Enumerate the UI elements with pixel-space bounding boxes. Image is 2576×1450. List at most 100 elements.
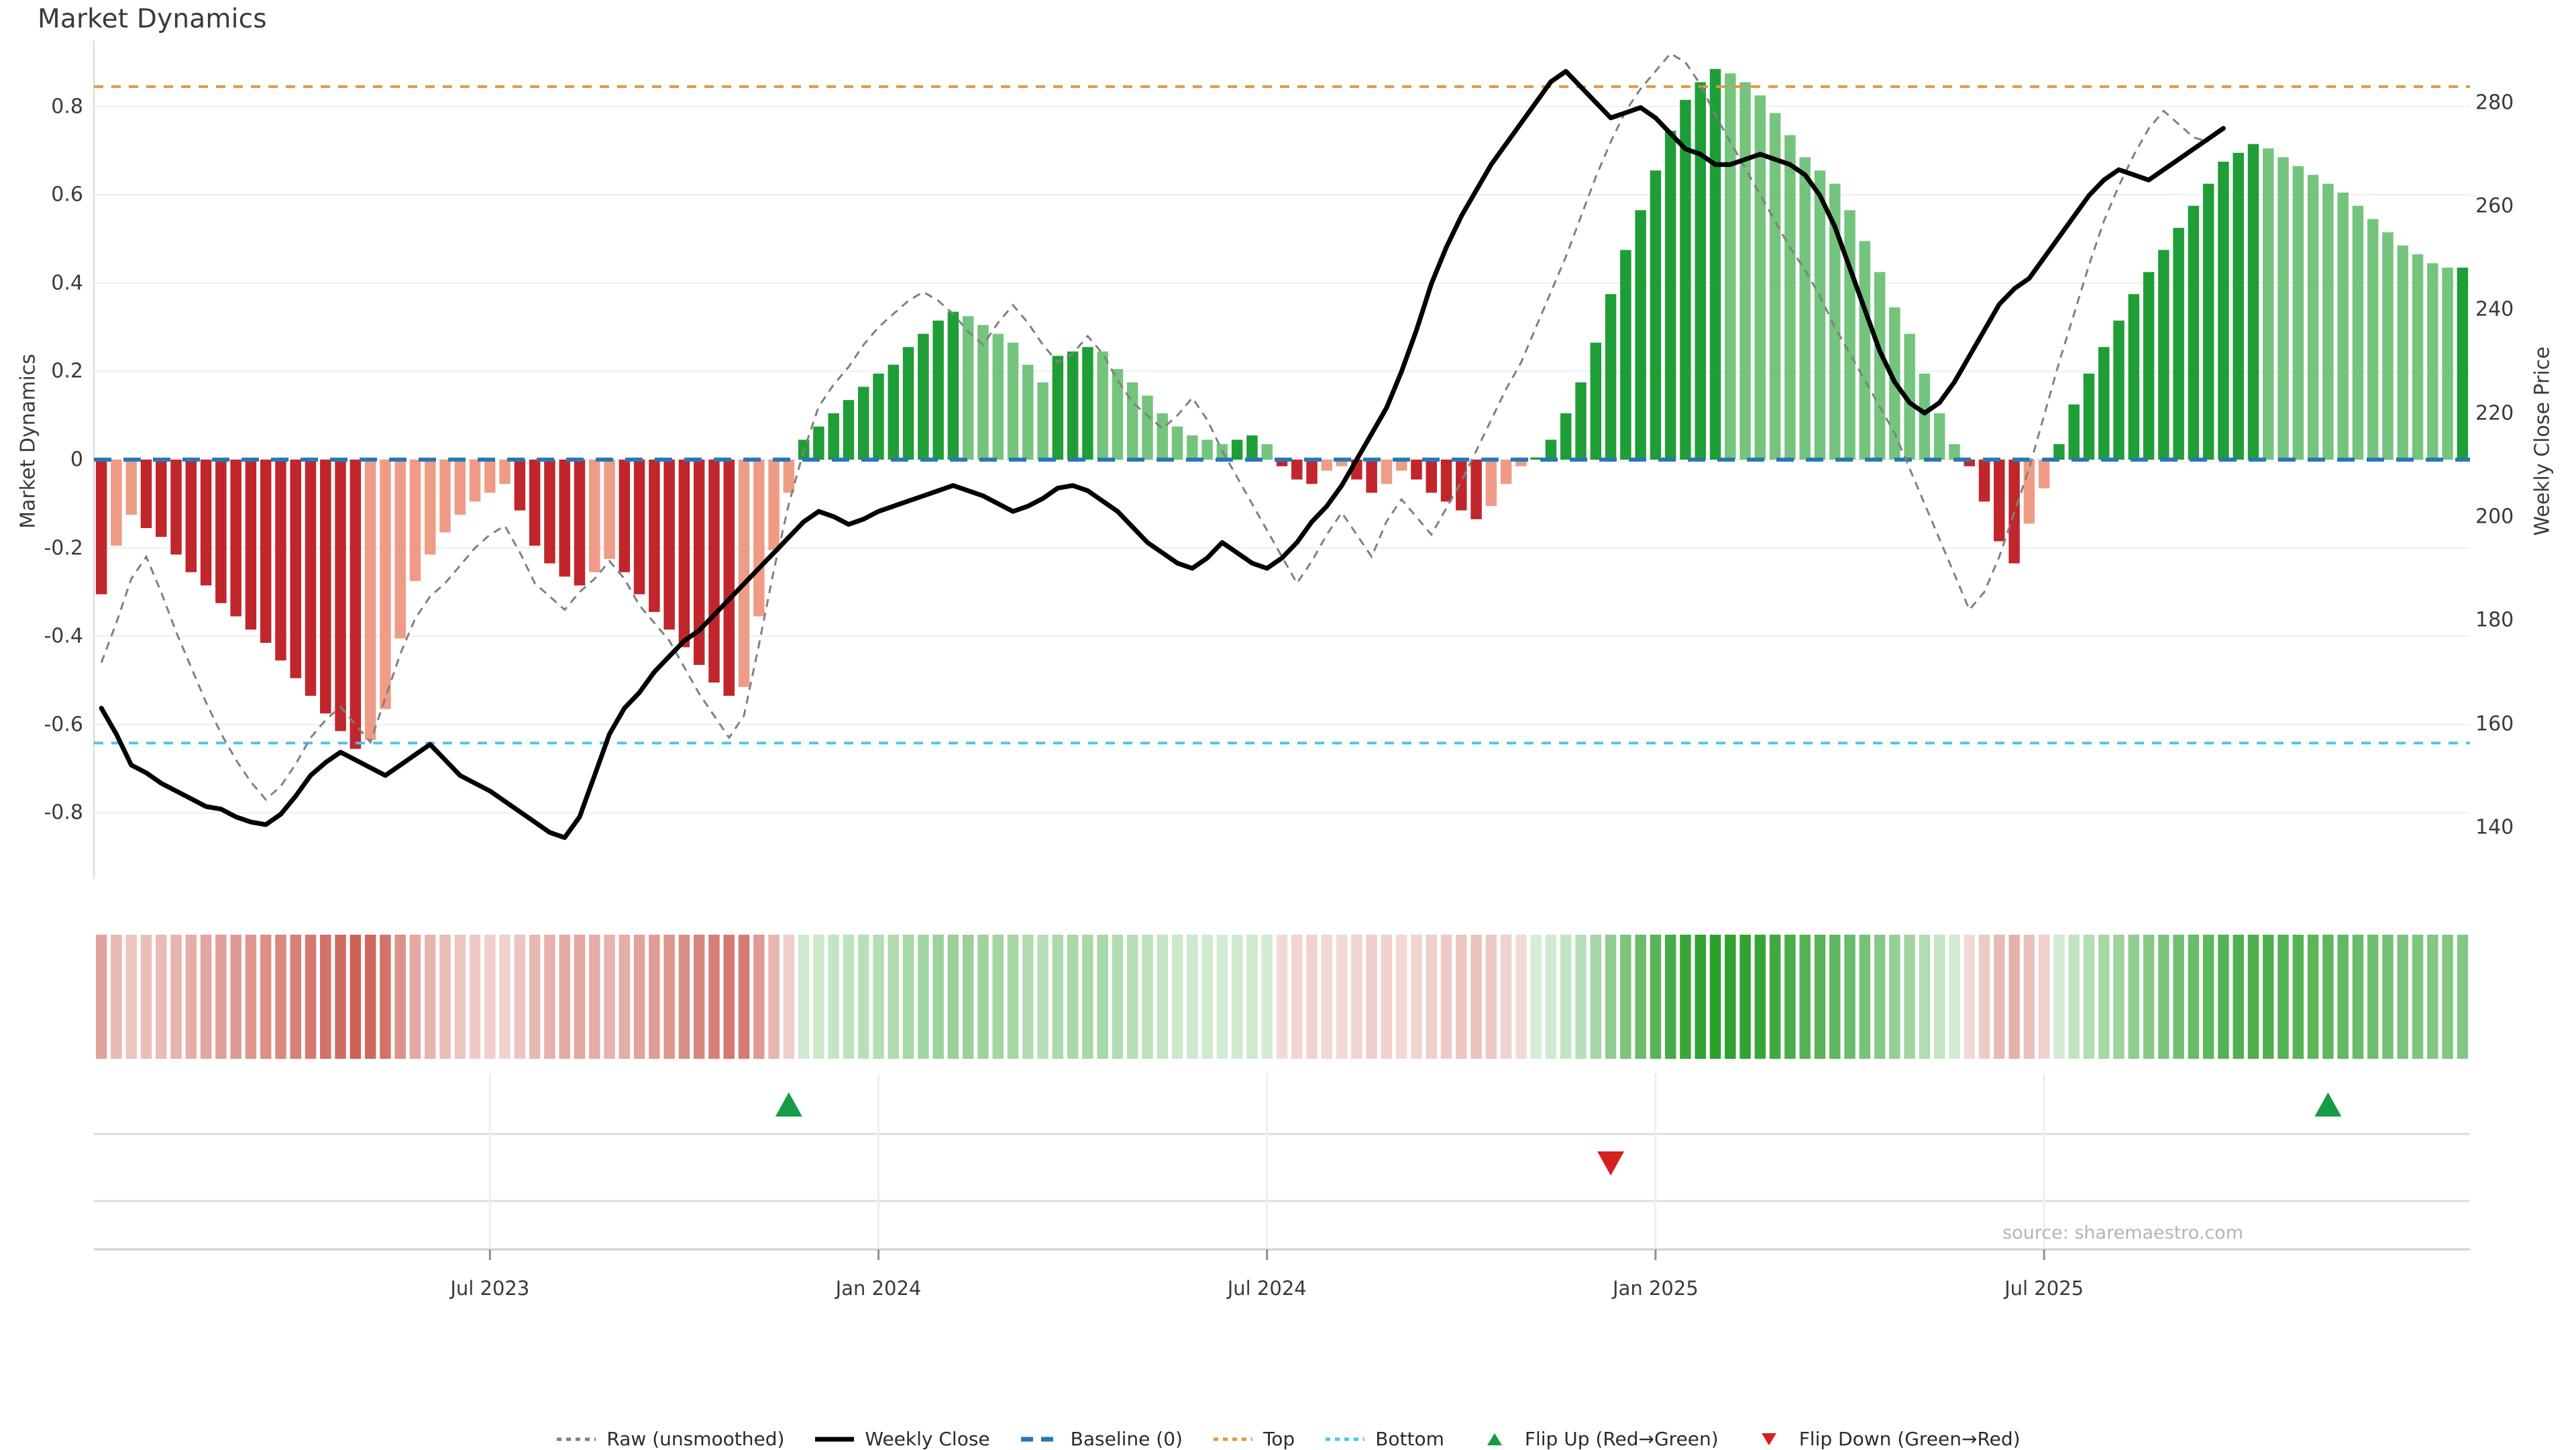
legend-flip-down[interactable]: Flip Down (Green→Red) bbox=[1748, 1428, 2021, 1450]
market-dynamics-bar bbox=[1037, 382, 1049, 460]
market-dynamics-bar bbox=[1395, 460, 1407, 471]
heatmap-cell bbox=[2457, 935, 2469, 1059]
market-dynamics-bar bbox=[1859, 241, 1871, 460]
heatmap-cell bbox=[1680, 935, 1691, 1059]
heatmap-cell bbox=[1082, 935, 1093, 1059]
market-dynamics-bar bbox=[544, 460, 555, 564]
legend-baseline[interactable]: Baseline (0) bbox=[1020, 1428, 1183, 1450]
market-dynamics-bar bbox=[350, 460, 362, 749]
heatmap-cell bbox=[1725, 935, 1736, 1059]
heatmap-cell bbox=[1739, 935, 1751, 1059]
heatmap-cell bbox=[1157, 935, 1169, 1059]
market-dynamics-bar bbox=[1366, 460, 1377, 493]
right-axis-tick-label: 160 bbox=[2475, 712, 2514, 736]
market-dynamics-bar bbox=[1500, 460, 1512, 484]
heatmap-cell bbox=[2263, 935, 2274, 1059]
heatmap-cell bbox=[1919, 935, 1931, 1059]
market-dynamics-bar bbox=[1321, 460, 1333, 471]
heatmap-cell bbox=[1126, 935, 1138, 1059]
heatmap-cell bbox=[499, 935, 511, 1059]
market-dynamics-bar bbox=[2442, 267, 2453, 460]
market-dynamics-bar bbox=[2292, 166, 2304, 460]
heatmap-cell bbox=[2412, 935, 2424, 1059]
market-dynamics-bar bbox=[1426, 460, 1438, 493]
x-axis-tick-label: Jul 2023 bbox=[450, 1277, 530, 1300]
market-dynamics-bar bbox=[1994, 460, 2005, 541]
heatmap-cell bbox=[2427, 935, 2438, 1059]
market-dynamics-bar bbox=[1112, 369, 1124, 460]
heatmap-cell bbox=[2158, 935, 2169, 1059]
market-dynamics-bar bbox=[574, 460, 586, 586]
heatmap-cell bbox=[1874, 935, 1886, 1059]
market-dynamics-bar bbox=[723, 460, 735, 696]
market-dynamics-bar bbox=[1291, 460, 1303, 480]
legend-weekly-close-swatch bbox=[815, 1437, 855, 1441]
heatmap-cell bbox=[2397, 935, 2408, 1059]
market-dynamics-bar bbox=[962, 316, 974, 460]
legend-flip-up[interactable]: Flip Up (Red→Green) bbox=[1474, 1428, 1719, 1450]
regime-heatmap-strip bbox=[95, 935, 2469, 1059]
heatmap-cell bbox=[1650, 935, 1662, 1059]
market-dynamics-bar bbox=[1844, 210, 1856, 460]
market-dynamics-bar bbox=[1949, 444, 1960, 460]
legend-bottom[interactable]: Bottom bbox=[1324, 1428, 1444, 1450]
market-dynamics-bar bbox=[1485, 460, 1497, 507]
heatmap-cell bbox=[947, 935, 959, 1059]
heatmap-cell bbox=[2202, 935, 2214, 1059]
heatmap-cell bbox=[1395, 935, 1407, 1059]
market-dynamics-bar bbox=[454, 460, 466, 515]
market-dynamics-bar bbox=[2038, 460, 2050, 488]
legend-weekly-close[interactable]: Weekly Close bbox=[814, 1428, 990, 1450]
market-dynamics-bar bbox=[1635, 210, 1646, 460]
market-dynamics-bar bbox=[125, 460, 137, 515]
market-dynamics-bar bbox=[1978, 460, 1990, 502]
source-attribution: source: sharemaestro.com bbox=[2002, 1223, 2244, 1243]
market-dynamics-bar bbox=[1515, 460, 1527, 466]
market-dynamics-bar bbox=[2382, 232, 2394, 460]
bar-series bbox=[95, 68, 2469, 749]
market-dynamics-bar bbox=[1754, 95, 1766, 460]
market-dynamics-bar bbox=[111, 460, 122, 546]
legend-top[interactable]: Top bbox=[1212, 1428, 1295, 1450]
heatmap-cell bbox=[200, 935, 212, 1059]
market-dynamics-bar bbox=[1545, 439, 1557, 460]
heatmap-cell bbox=[888, 935, 900, 1059]
market-dynamics-bar bbox=[2263, 148, 2274, 460]
market-dynamics-bar bbox=[2397, 245, 2408, 460]
market-dynamics-bar bbox=[1171, 426, 1183, 460]
heatmap-cell bbox=[1231, 935, 1243, 1059]
heatmap-cell bbox=[1904, 935, 1915, 1059]
heatmap-cell bbox=[305, 935, 317, 1059]
heatmap-cell bbox=[544, 935, 555, 1059]
heatmap-cell bbox=[1605, 935, 1617, 1059]
heatmap-cell bbox=[1276, 935, 1288, 1059]
heatmap-cell bbox=[1097, 935, 1108, 1059]
heatmap-cell bbox=[992, 935, 1004, 1059]
legend-raw-swatch bbox=[557, 1437, 596, 1441]
market-dynamics-bar bbox=[2218, 161, 2229, 460]
heatmap-cell bbox=[798, 935, 810, 1059]
heatmap-cell bbox=[2442, 935, 2453, 1059]
heatmap-cell bbox=[2233, 935, 2244, 1059]
heatmap-cell bbox=[1769, 935, 1781, 1059]
heatmap-cell bbox=[2352, 935, 2364, 1059]
heatmap-cell bbox=[350, 935, 362, 1059]
heatmap-cell bbox=[529, 935, 541, 1059]
market-dynamics-bar bbox=[843, 400, 855, 460]
market-dynamics-bar bbox=[1664, 130, 1676, 460]
heatmap-cell bbox=[1500, 935, 1512, 1059]
heatmap-cell bbox=[633, 935, 645, 1059]
heatmap-cell bbox=[1709, 935, 1721, 1059]
market-dynamics-bar bbox=[320, 460, 331, 714]
market-dynamics-bar bbox=[529, 460, 541, 546]
market-dynamics-bar bbox=[2053, 444, 2065, 460]
heatmap-cell bbox=[693, 935, 705, 1059]
heatmap-cell bbox=[1351, 935, 1362, 1059]
market-dynamics-bar bbox=[1246, 435, 1258, 460]
legend-raw[interactable]: Raw (unsmoothed) bbox=[555, 1428, 784, 1450]
heatmap-cell bbox=[828, 935, 839, 1059]
market-dynamics-bar bbox=[1709, 68, 1721, 460]
heatmap-cell bbox=[2247, 935, 2259, 1059]
market-dynamics-bar bbox=[2143, 272, 2155, 460]
legend-raw-label: Raw (unsmoothed) bbox=[606, 1428, 785, 1450]
